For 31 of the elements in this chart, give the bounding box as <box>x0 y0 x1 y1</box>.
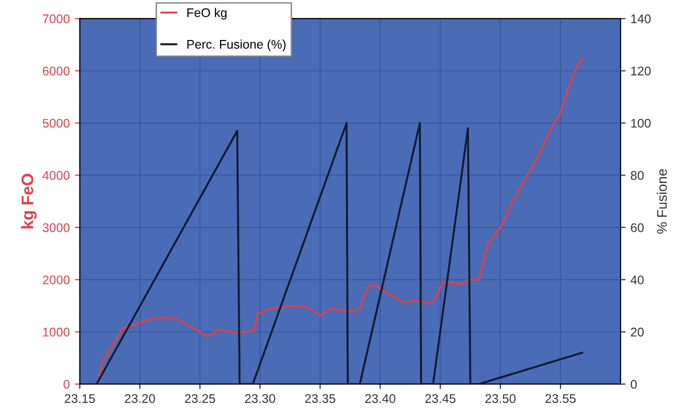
x-tick-label: 23.50 <box>485 394 516 403</box>
y2-axis-title: % Fusione <box>656 169 667 234</box>
y2-tick-label: 20 <box>630 328 644 337</box>
x-tick-label: 23.40 <box>365 394 396 403</box>
y2-tick-label: 120 <box>631 66 651 76</box>
y-tick-label: 2000 <box>42 275 70 284</box>
x-tick-label: 23.20 <box>124 394 156 403</box>
y2-tick-label: 140 <box>631 14 651 24</box>
y-tick-label: 0 <box>64 380 70 389</box>
line-series <box>96 122 584 384</box>
y-tick-label: 5000 <box>42 118 70 128</box>
y2-tick-label: 100 <box>631 118 651 128</box>
x-tick-label: 23.55 <box>545 394 576 403</box>
y-axis-title: kg FeO <box>21 174 37 228</box>
y-tick-label: 4000 <box>42 171 70 180</box>
y-tick-label: 6000 <box>42 66 70 76</box>
y-tick-label: 7000 <box>42 14 70 24</box>
x-tick-label: 23.45 <box>425 394 456 403</box>
y-tick-label: 3000 <box>42 223 70 232</box>
x-tick-label: 23.35 <box>305 394 336 403</box>
legend-label: FeO kg <box>187 8 226 20</box>
y-tick-label: 1000 <box>43 328 70 337</box>
line-series <box>98 56 584 380</box>
y2-tick-label: 0 <box>630 380 637 389</box>
y2-tick-label: 80 <box>630 171 644 180</box>
x-tick-label: 23.25 <box>184 394 216 403</box>
y2-tick-label: 40 <box>630 275 644 284</box>
x-tick-label: 23.15 <box>64 394 95 403</box>
legend-label: Perc. Fusione (%) <box>187 40 286 52</box>
x-tick-label: 23.30 <box>245 394 276 403</box>
y2-tick-label: 60 <box>630 223 644 232</box>
